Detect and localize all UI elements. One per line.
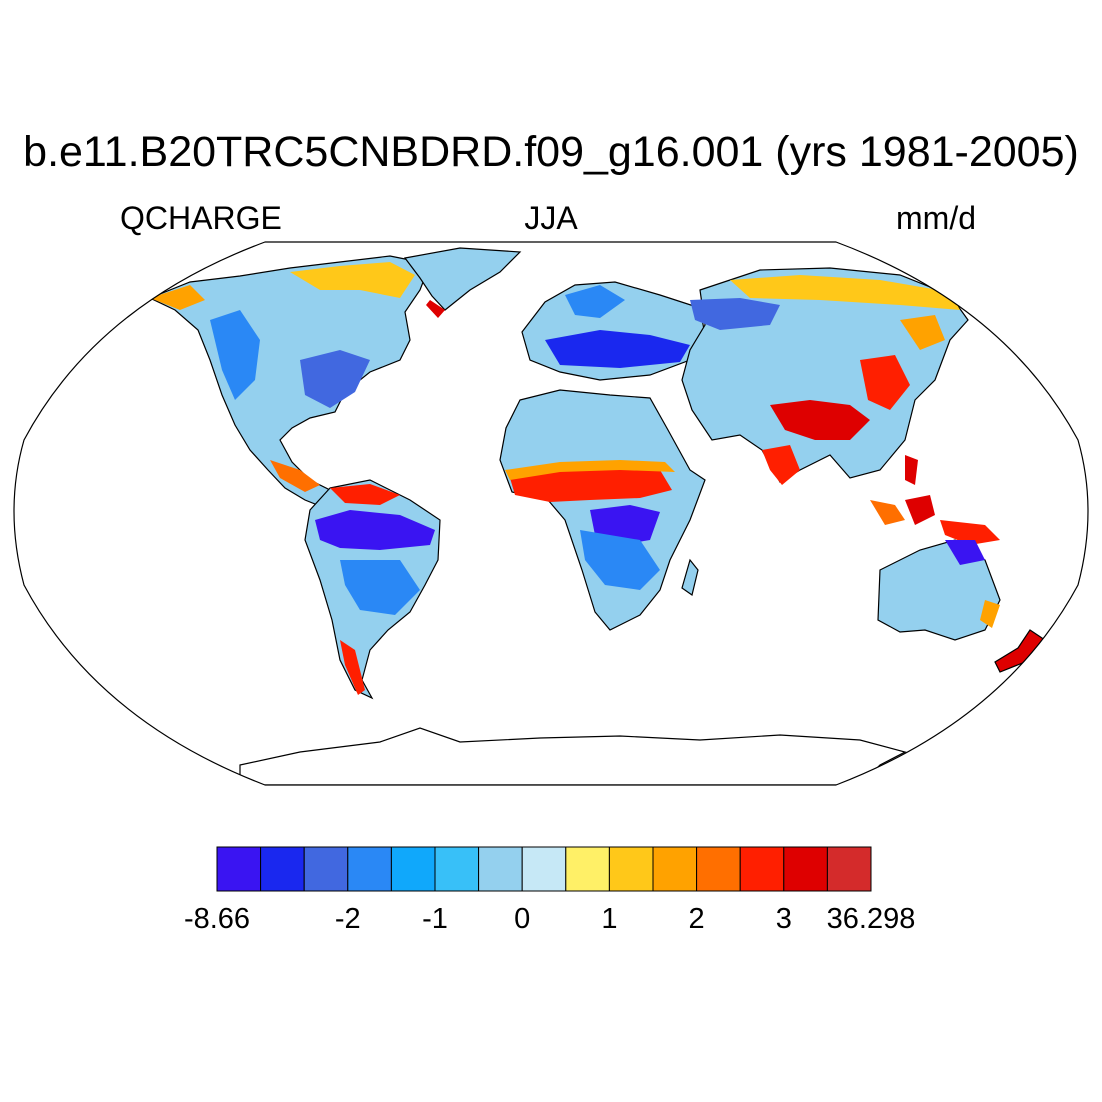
patch-greenland-coast — [426, 300, 445, 318]
patch-na-west — [210, 310, 260, 400]
colorbar-box — [216, 846, 262, 892]
colorbar-tick-label: -2 — [335, 903, 361, 935]
patch-colombia — [330, 484, 400, 505]
patch-philippines — [905, 455, 918, 485]
colorbar-tick-label: 1 — [601, 903, 617, 935]
colorbar-tick-label: 36.298 — [827, 903, 916, 935]
colorbar-tick-label: 2 — [689, 903, 705, 935]
patch-sumatra — [870, 500, 905, 525]
patch-china-east — [860, 355, 910, 410]
colorbar-box — [347, 846, 392, 892]
patch-new-guinea — [940, 520, 1000, 545]
patch-manchuria — [900, 315, 945, 350]
patch-sahel — [510, 468, 672, 502]
colorbar-tick-label: 3 — [776, 903, 792, 935]
colorbar-tick-label: 0 — [514, 903, 530, 935]
colorbar-box — [434, 846, 480, 892]
patch-central-africa — [580, 530, 660, 590]
colorbar-labels: -8.66 -2 -1 0 1 2 3 36.298 — [184, 903, 915, 935]
patch-north-australia — [945, 540, 985, 565]
colorbar-box — [783, 846, 828, 892]
colorbar-box — [739, 846, 785, 892]
patch-scandinavia — [565, 285, 625, 318]
patch-canada-north — [290, 262, 415, 298]
colorbar-box — [521, 846, 567, 892]
patch-na-east — [300, 350, 370, 408]
patch-alaska — [150, 285, 205, 310]
patch-russia — [690, 298, 780, 330]
season-label: JJA — [524, 200, 578, 236]
patch-siberia — [730, 275, 960, 310]
colorbar-tick-label: -1 — [422, 903, 448, 935]
greenland — [403, 247, 522, 311]
colorbar-box — [260, 846, 305, 892]
patch-se-australia — [980, 600, 1000, 628]
colorbar-tick-label: -8.66 — [184, 903, 250, 935]
variable-label: QCHARGE — [120, 200, 282, 236]
patch-borneo — [905, 495, 935, 525]
patch-tibet — [770, 400, 870, 440]
colorbar-boxes — [216, 846, 872, 892]
patch-europe — [545, 330, 690, 368]
colorbar-box — [565, 846, 610, 892]
madagascar — [681, 558, 699, 596]
patch-amazon — [315, 510, 435, 550]
patch-central-america — [270, 460, 320, 492]
patch-sahel-edge — [505, 460, 675, 480]
colorbar-box — [608, 846, 654, 892]
units-label: mm/d — [896, 200, 976, 236]
colorbar-box — [652, 846, 698, 892]
map-outline — [13, 241, 1089, 786]
australia — [877, 539, 1001, 641]
patch-south-brazil — [340, 560, 420, 615]
colorbar-box — [696, 846, 741, 892]
patch-chile — [340, 640, 365, 695]
colorbar-box — [390, 846, 436, 892]
colorbar-box — [303, 846, 349, 892]
plot-title: b.e11.B20TRC5CNBDRD.f09_g16.001 (yrs 198… — [23, 128, 1079, 176]
colorbar-box — [826, 846, 872, 892]
patch-india — [762, 445, 800, 485]
colorbar-box — [478, 846, 523, 892]
